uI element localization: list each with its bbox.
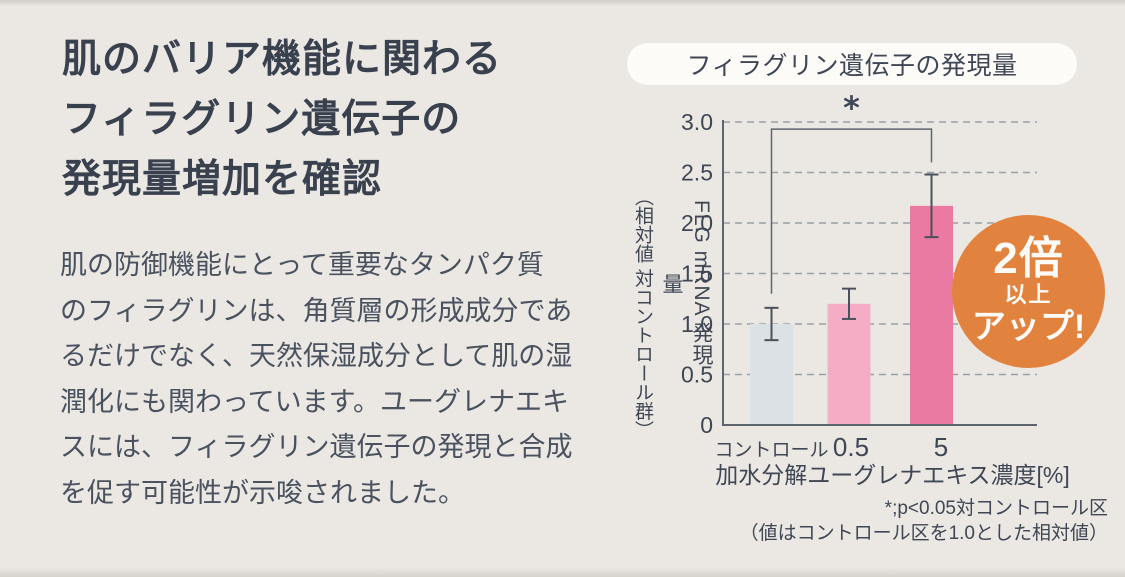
svg-text:1.5: 1.5 xyxy=(681,261,713,287)
bar-chart: 00.51.01.52.02.53.0 *コントロール 0.5 5 xyxy=(681,89,1037,462)
page-title: 肌のバリア機能に関わる フィラグリン遺伝子の 発現量増加を確認 xyxy=(62,38,503,201)
increase-badge: 2倍 以上 アップ! xyxy=(952,215,1105,368)
badge-line1: 2倍 xyxy=(993,234,1064,283)
badge-line2: 以上 xyxy=(1004,282,1053,307)
svg-text:0.5: 0.5 xyxy=(833,432,869,462)
x-axis-label: 加水分解ユーグレナエキス濃度[%] xyxy=(715,462,1070,488)
footnote-relative-value: （値はコントロール区を1.0とした相対値） xyxy=(739,523,1108,544)
body-paragraph: 肌の防御機能にとって重要なタンパク質 のフィラグリンは、角質層の形成成分であ る… xyxy=(60,250,573,508)
chart-footnotes: *;p<0.05対コントロール区 （値はコントロール区を1.0とした相対値） xyxy=(610,496,1108,546)
chart-title: フィラグリン遺伝子の発現量 xyxy=(686,52,1018,80)
svg-text:0: 0 xyxy=(700,412,713,438)
svg-text:3.0: 3.0 xyxy=(681,109,713,135)
svg-text:1.0: 1.0 xyxy=(681,311,713,337)
svg-text:5: 5 xyxy=(934,432,948,462)
svg-text:2.5: 2.5 xyxy=(681,160,713,186)
chart-title-pill: フィラグリン遺伝子の発現量 xyxy=(627,43,1077,85)
y-axis-label-sub: （相対値 対コントロール群） xyxy=(632,186,653,440)
svg-text:2.0: 2.0 xyxy=(681,210,713,236)
badge-line3: アップ! xyxy=(971,308,1086,346)
scan-edge-bottom xyxy=(0,567,1125,577)
footnote-significance: *;p<0.05対コントロール区 xyxy=(884,498,1108,519)
svg-text:コントロール: コントロール xyxy=(714,440,828,461)
scan-edge-top xyxy=(0,0,1125,6)
significance-star: * xyxy=(843,89,860,127)
svg-text:0.5: 0.5 xyxy=(681,362,713,388)
y-axis-label-main: FLG mRNA 発現量 xyxy=(660,200,713,367)
